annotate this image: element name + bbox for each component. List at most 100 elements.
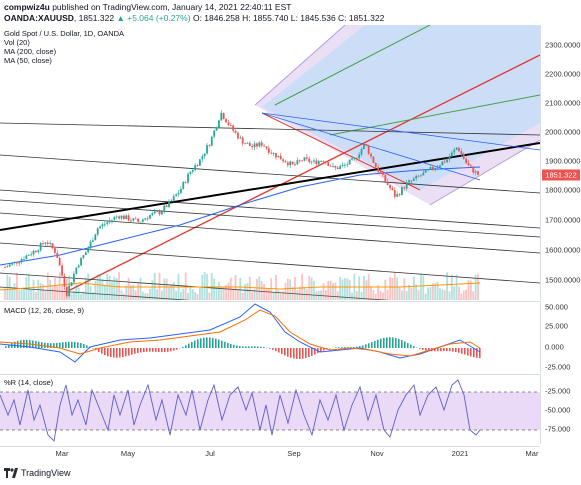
macd-histogram-bar [5, 346, 7, 348]
channel-line [0, 122, 540, 136]
volume-bar [101, 279, 104, 300]
candle-body [467, 162, 470, 166]
volume-bar [334, 282, 337, 300]
candle-body [284, 161, 287, 163]
macd-histogram-bar [458, 348, 460, 353]
volume-bar [379, 290, 382, 300]
channel-line [0, 272, 390, 300]
candle-body [111, 219, 113, 221]
macd-histogram-bar [56, 342, 58, 348]
macd-histogram-bar [8, 344, 10, 348]
candle-body [146, 218, 149, 220]
price-tick: 2000.0000 [545, 127, 581, 137]
volume-bar [441, 289, 444, 300]
macd-histogram-bar [314, 348, 316, 355]
macd-histogram-bar [137, 348, 139, 354]
candle-body [27, 255, 30, 256]
macd-histogram-bar [71, 341, 73, 348]
macd-axis[interactable]: 50.000 25.000 0.000 -25.000 [540, 301, 581, 373]
candle-body [420, 175, 422, 177]
candle-body [372, 156, 375, 164]
candle-body [458, 147, 460, 152]
macd-histogram-bar [473, 348, 475, 358]
candle-body [37, 250, 40, 253]
ohlc-values: O: 1846.258 H: 1855.740 L: 1845.536 C: 1… [192, 13, 385, 23]
volume-bar [103, 284, 106, 300]
candle-body [184, 182, 187, 183]
time-tick: 2021 [451, 449, 469, 458]
macd-histogram-bar [434, 348, 436, 352]
macd-histogram-bar [395, 337, 397, 348]
candle-body [65, 286, 68, 297]
channel-line [0, 212, 540, 254]
candle-body [455, 147, 458, 150]
tradingview-logo[interactable]: TradingView [4, 468, 71, 478]
volume-bar [448, 291, 451, 300]
candle-body [294, 164, 296, 166]
brand-name: TradingView [21, 468, 71, 478]
volume-bar [218, 282, 220, 300]
candle-body [103, 223, 106, 225]
volume-bar [339, 276, 342, 300]
volume-bar [20, 287, 23, 300]
price-tick: 2100.0000 [545, 98, 581, 108]
macd-histogram-bar [59, 342, 61, 348]
time-tick: Jul [205, 449, 215, 458]
candle-body [241, 137, 244, 144]
candlesticks [4, 109, 479, 299]
wr-axis[interactable]: -25.000 -50.000 -75.000 [540, 374, 581, 444]
candle-body [225, 119, 227, 123]
author-name[interactable]: compwiz4u [4, 2, 50, 12]
candle-body [424, 169, 427, 173]
volume-bar [477, 273, 479, 300]
price-tick: 1500.0000 [545, 275, 581, 285]
candle-body [187, 173, 189, 183]
ma50-line [0, 282, 481, 291]
macd-histogram-bar [182, 346, 184, 348]
candle-body [160, 211, 163, 215]
price-axis[interactable]: 2300.0000 2200.0000 2100.0000 2000.0000 … [540, 25, 581, 300]
volume-bar [465, 289, 468, 300]
volume-bar [194, 291, 197, 300]
candle-body [417, 175, 420, 177]
macd-histogram-bar [269, 348, 271, 349]
candle-body [49, 243, 52, 244]
quote-line: OANDA:XAUUSD, 1851.322 ▲ +5.064 (+0.27%)… [4, 13, 385, 23]
volume-bar [27, 273, 30, 300]
volume-bar [263, 284, 265, 300]
volume-bar [75, 283, 78, 300]
volume-bar [351, 292, 353, 300]
candle-body [263, 145, 265, 147]
macd-histogram-bar [287, 348, 289, 357]
volume-bar [455, 274, 458, 300]
volume-bar [73, 290, 75, 300]
volume-bar [179, 292, 182, 300]
candle-body [196, 165, 199, 167]
candle-body [4, 267, 6, 268]
volume-bar [32, 279, 35, 300]
macd-histogram-bar [305, 348, 307, 358]
williams-r-pane[interactable]: %R (14, close) [0, 374, 540, 445]
macd-histogram-bar [476, 348, 478, 358]
macd-histogram-bar [191, 342, 193, 348]
macd-histogram-bar [221, 340, 223, 348]
candle-body [144, 218, 147, 220]
price-pane[interactable]: Gold Spot / U.S. Dollar, 1D, OANDA Vol (… [0, 25, 540, 300]
candle-body [324, 161, 327, 163]
candle-body [427, 169, 429, 171]
candle-body [15, 261, 18, 264]
candle-body [134, 218, 137, 220]
candle-body [313, 160, 315, 162]
time-axis[interactable]: Mar May Jul Sep Nov 2021 Mar [0, 446, 540, 461]
volume-bar [191, 289, 194, 300]
candle-body [358, 154, 361, 159]
macd-histogram-bar [149, 348, 151, 352]
macd-histogram-bar [257, 346, 259, 348]
candle-body [408, 180, 410, 183]
macd-tick: 0.000 [545, 342, 564, 352]
macd-pane[interactable]: MACD (12, 26, close, 9) [0, 301, 540, 374]
candle-body [113, 217, 116, 220]
volume-bar [474, 274, 477, 300]
volume-bar [108, 275, 111, 300]
candle-body [267, 148, 270, 153]
